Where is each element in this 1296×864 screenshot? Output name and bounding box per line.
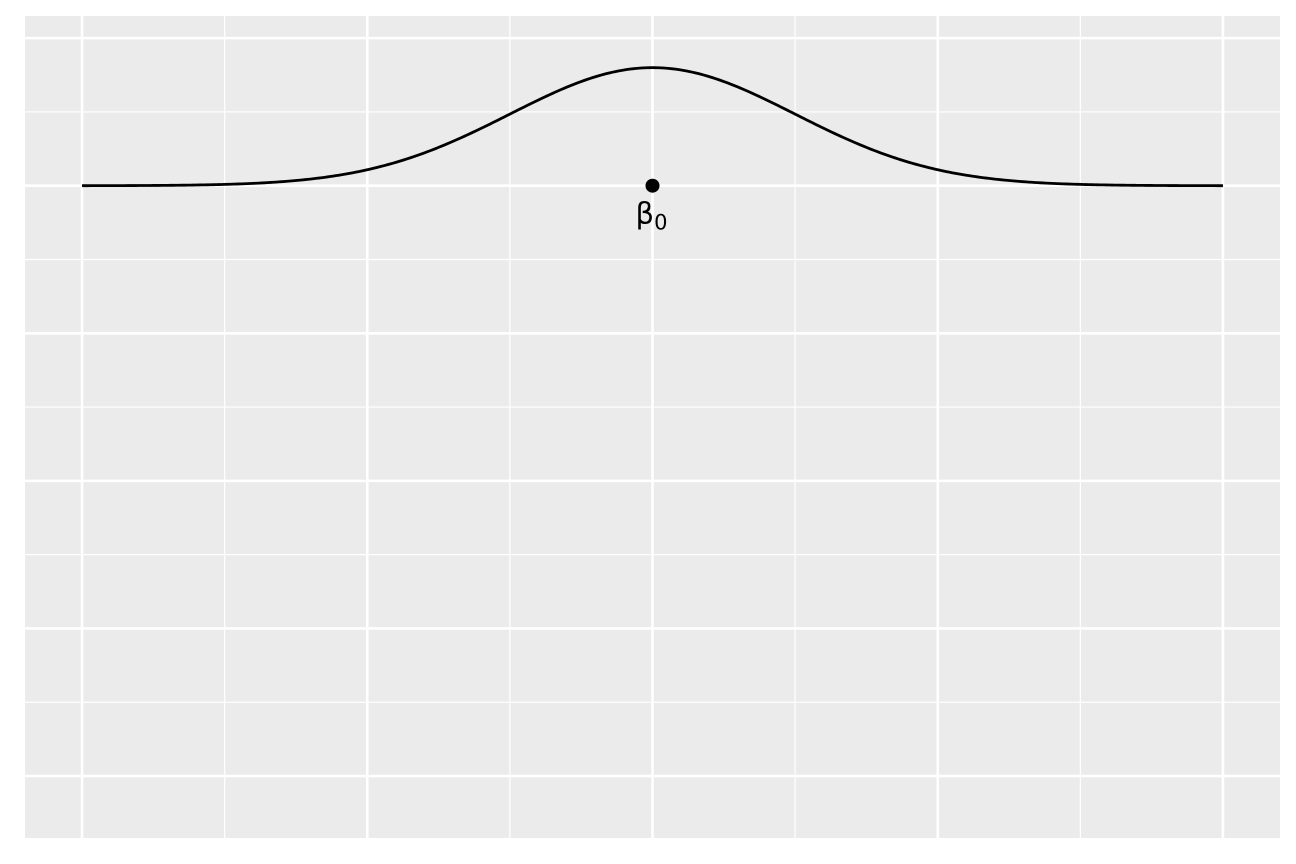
beta0-label-symbol: β: [636, 197, 655, 231]
density-curve: [82, 66, 1223, 188]
beta0-point: [645, 178, 660, 193]
major-gridlines: [25, 16, 1280, 838]
beta0-label: β0: [636, 197, 668, 235]
beta0-label-subscript: 0: [654, 211, 667, 235]
